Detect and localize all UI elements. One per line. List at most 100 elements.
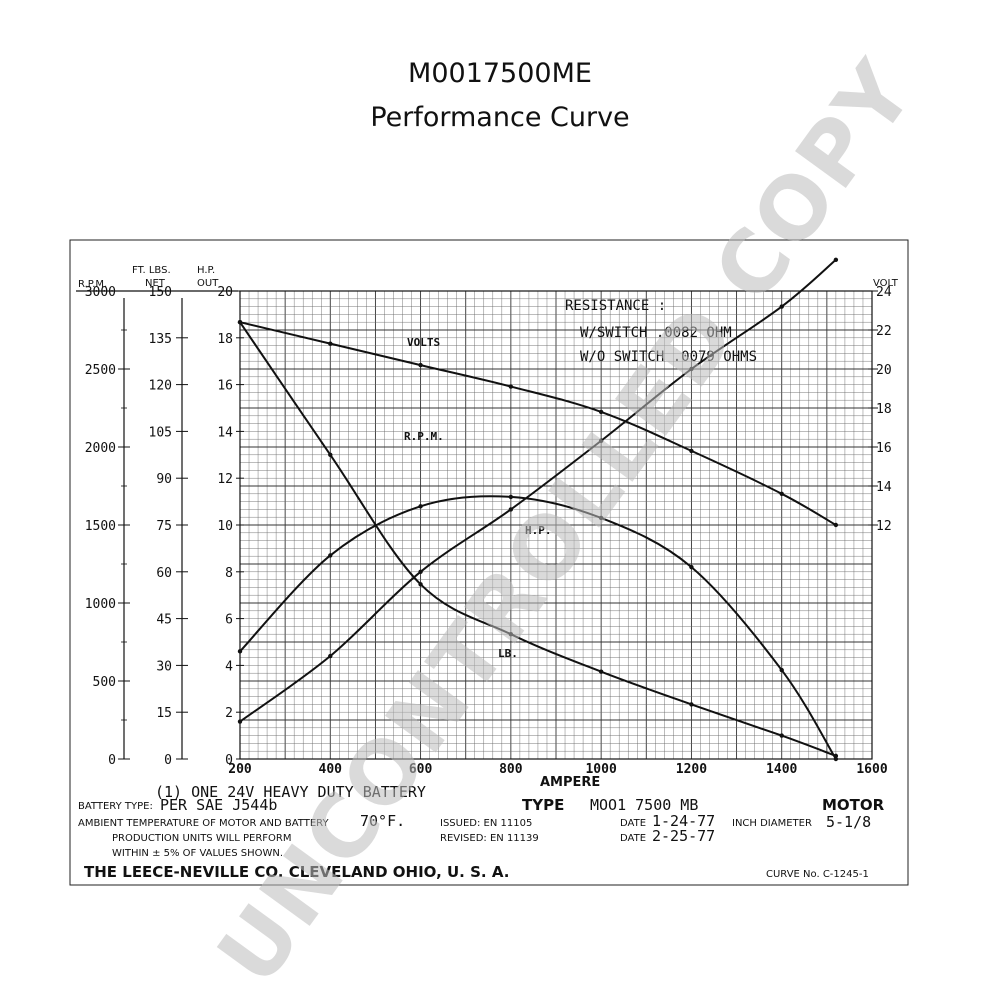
inch-diameter-label: INCH DIAMETER [732,818,812,829]
x-tick-label: 800 [499,762,523,777]
hp-tick-label: 18 [217,332,233,347]
torque-tick-label: 75 [156,519,172,534]
date-label-2: DATE [620,833,646,844]
production-line-1: PRODUCTION UNITS WILL PERFORM [112,833,291,844]
data-point-rpm [418,582,423,587]
volt-tick-label: 24 [876,285,892,300]
x-tick-label: 1600 [856,762,887,777]
data-point-lb [237,719,243,724]
date-value-2: 2-25-77 [652,827,715,845]
hp-tick-label: 0 [225,753,233,768]
date-value-1: 1-24-77 [652,812,715,830]
rpm-tick-label: 2500 [85,363,116,378]
data-point-volts [833,522,839,528]
type-label: TYPE [522,796,564,814]
type-value: MOO1 7500 MB [590,796,698,814]
volt-tick-label: 20 [876,363,892,378]
battery-note: (1) ONE 24V HEAVY DUTY BATTERY [155,783,426,801]
company-name: THE LEECE-NEVILLE CO. CLEVELAND OHIO, U.… [84,863,509,881]
hp-axis-header-1: H.P. [197,265,215,276]
data-point-hp [779,667,784,673]
chart-curves: VOLTS R.P.M. H.P. LB. [237,257,839,762]
torque-tick-label: 30 [156,659,172,674]
x-tick-label: 200 [228,762,252,777]
data-point-hp [508,494,514,500]
rpm-tick-label: 500 [93,675,116,690]
x-tick-label: 1200 [676,762,707,777]
motor-label: MOTOR [822,796,885,814]
data-point-hp [598,515,604,521]
ambient-value: 70°F. [360,812,405,830]
torque-tick-label: 15 [156,706,172,721]
inch-diameter-value: 5-1/8 [826,813,871,831]
data-point-hp [237,649,243,654]
series-label: LB. [498,647,518,660]
data-point-lb [328,653,333,659]
data-point-volts [418,362,423,368]
rpm-axis-header: R.P.M. [78,279,107,290]
issued-label: ISSUED: EN 11105 [440,818,532,829]
torque-tick-label: 90 [156,472,172,487]
volt-tick-label: 14 [876,480,892,495]
torque-tick-label: 60 [156,566,172,581]
ambient-text: AMBIENT TEMPERATURE OF MOTOR AND BATTERY [78,818,329,829]
uncontrolled-copy-stamp: UNCONTROLLED COPY [199,43,934,1000]
x-tick-label: 400 [319,762,343,777]
torque-tick-label: 45 [156,613,172,628]
x-tick-label: 1400 [766,762,797,777]
data-point-volts [779,491,784,496]
x-tick-label: 600 [409,762,433,777]
torque-tick-label: 105 [149,425,172,440]
data-point-rpm [237,320,243,325]
torque-axis-header-2: NET [145,278,166,289]
hp-tick-label: 16 [217,379,233,394]
x-axis-label: AMPERE [540,775,600,790]
data-point-rpm [689,702,694,707]
chart-axes: 200 400 600 800 1000 1200 1400 1600 0 500 1000 15 0 0… [85,285,892,777]
date-label-1: DATE [620,818,646,829]
hp-axis-header-2: OUT [197,278,219,289]
data-point-rpm [508,632,514,637]
rpm-tick-label: 3000 [85,285,116,300]
resistance-without-switch: W/O SWITCH .0079 OHMS [580,349,757,365]
volt-tick-label: 16 [876,441,892,456]
data-point-lb [508,507,514,512]
data-point-volts [328,341,333,346]
revised-label: REVISED: EN 11139 [440,833,539,844]
data-point-volts [598,409,604,415]
curve-number: CURVE No. C-1245-1 [766,869,869,880]
rpm-tick-label: 2000 [85,441,116,456]
series-line-lb [239,259,837,723]
data-point-rpm [328,452,333,457]
volt-axis-header: VOLT [873,278,899,289]
data-point-lb [418,569,423,574]
hp-tick-label: 8 [225,566,233,581]
torque-axis-header-1: FT. LBS. [132,265,171,276]
series-label: H.P. [525,524,552,537]
hp-tick-label: 12 [217,472,233,487]
hp-tick-label: 20 [217,285,233,300]
data-point-lb [689,366,694,372]
volt-tick-label: 12 [876,519,892,534]
data-point-lb [779,304,784,309]
rpm-tick-label: 0 [108,753,116,768]
torque-tick-label: 0 [164,753,172,768]
page-title: M0017500ME [408,58,592,89]
data-point-hp [833,756,839,762]
data-point-lb [598,438,604,443]
volt-tick-label: 18 [876,402,892,417]
data-point-lb [833,257,839,262]
series-label: R.P.M. [404,430,444,443]
rpm-tick-label: 1000 [85,597,116,612]
data-point-hp [418,504,423,509]
data-point-hp [689,564,694,570]
hp-tick-label: 10 [217,519,233,534]
x-tick-label: 1000 [585,762,616,777]
series-line-volts [239,321,837,526]
series-label: VOLTS [407,336,440,349]
battery-type-value: PER SAE J544b [160,796,277,814]
volt-tick-label: 22 [876,324,892,339]
data-point-volts [689,448,694,454]
data-point-volts [508,384,514,389]
hp-tick-label: 6 [225,613,233,628]
